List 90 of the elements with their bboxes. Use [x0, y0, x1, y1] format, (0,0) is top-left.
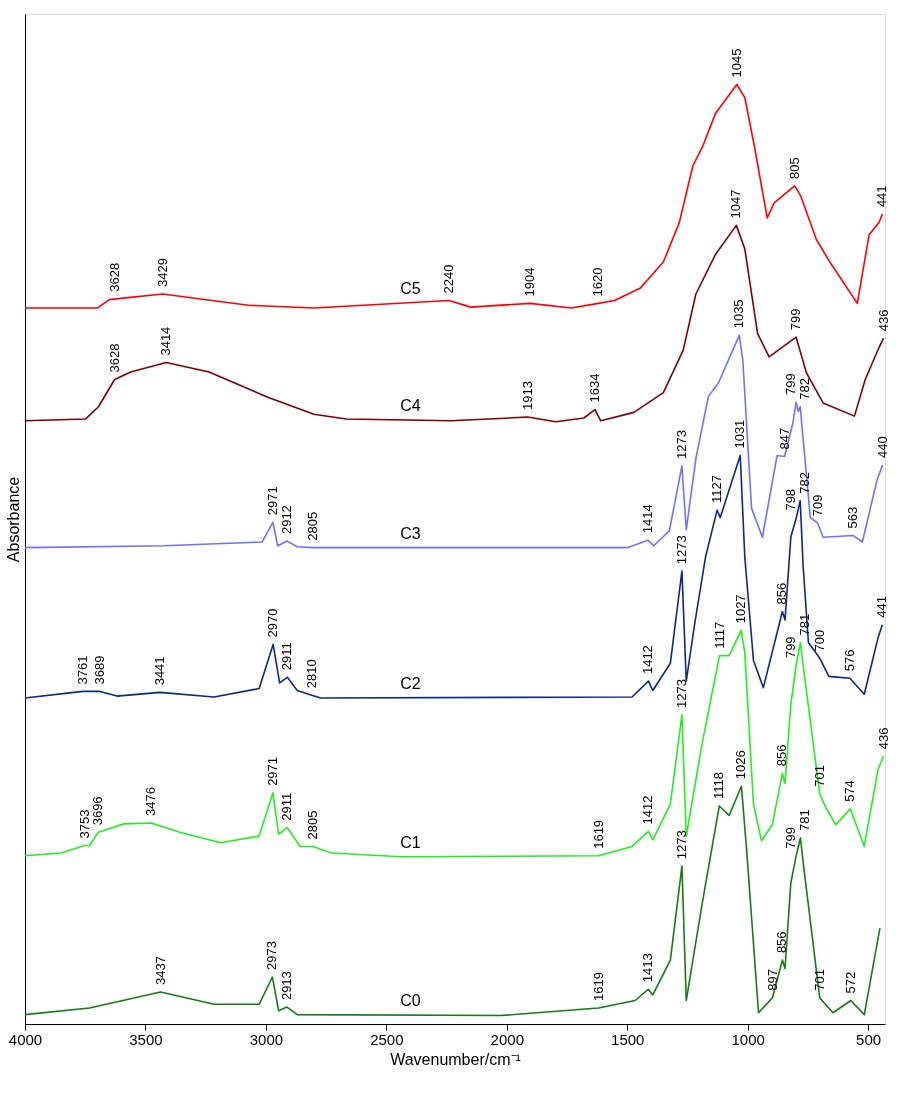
- x-tick-label: 500: [856, 1030, 882, 1048]
- annotation: 2913: [278, 971, 294, 1001]
- annotation: 799: [783, 373, 799, 396]
- annotation: 3437: [152, 956, 168, 986]
- annotation: 3628: [106, 262, 122, 292]
- series-label: C3: [400, 524, 421, 542]
- annotation: 3414: [158, 326, 174, 356]
- annotation: 441: [874, 595, 890, 618]
- annotation: 798: [783, 488, 799, 511]
- annotation: 781: [797, 809, 813, 831]
- annotation: 563: [844, 506, 860, 529]
- annotation: 1026: [733, 750, 749, 780]
- annotation: 781: [797, 613, 813, 636]
- annotation: 436: [875, 727, 891, 750]
- annotation: 2973: [264, 941, 280, 971]
- annotation: 1273: [673, 830, 689, 860]
- x-axis-title: Wavenumber/cm⁻¹: [390, 1050, 521, 1068]
- annotation: 1031: [732, 419, 748, 449]
- series-label: C5: [400, 279, 421, 297]
- annotation: 3761: [74, 655, 90, 685]
- annotation: 1047: [728, 189, 744, 219]
- annotation: 2912: [279, 505, 295, 535]
- annotation: 2911: [279, 792, 295, 821]
- annotation: 3753: [76, 809, 92, 839]
- annotation: 2810: [303, 659, 319, 689]
- annotation: 1620: [590, 267, 606, 297]
- x-tick-label: 3500: [129, 1030, 163, 1048]
- annotation: 897: [764, 968, 780, 991]
- annotation: 2971: [264, 756, 280, 786]
- annotation: 1035: [731, 299, 747, 329]
- annotation: 441: [874, 185, 890, 208]
- annotation: 856: [774, 582, 790, 605]
- annotation: 1118: [711, 772, 727, 800]
- annotation: 799: [783, 636, 799, 659]
- annotation: 2970: [265, 608, 281, 638]
- annotation: 440: [874, 436, 890, 458]
- annotation: 856: [774, 744, 790, 767]
- annotation: 3441: [151, 656, 167, 686]
- annotation: 700: [811, 629, 827, 652]
- series-label: C4: [400, 397, 421, 415]
- x-tick-label: 1000: [731, 1030, 765, 1048]
- annotation: 572: [842, 971, 858, 994]
- x-tick-label: 4000: [8, 1030, 43, 1048]
- series-label: C0: [400, 992, 421, 1010]
- x-tick-label: 3000: [249, 1030, 284, 1048]
- x-tick-label: 2500: [370, 1030, 404, 1048]
- annotation: 436: [875, 309, 891, 332]
- annotation: 782: [797, 378, 813, 400]
- annotation: 847: [776, 427, 792, 450]
- x-tick-label: 2000: [490, 1030, 524, 1048]
- annotation: 1412: [640, 795, 656, 825]
- annotation: 1413: [640, 953, 656, 983]
- annotation: 1634: [586, 373, 602, 403]
- annotation: 2805: [304, 810, 320, 840]
- annotation: 799: [783, 827, 799, 849]
- annotation: 856: [774, 931, 790, 954]
- annotation: 709: [809, 494, 825, 517]
- y-axis-title: Absorbance: [4, 476, 22, 563]
- annotation: 1045: [728, 48, 744, 78]
- annotation: 1273: [673, 678, 689, 708]
- series-label: C2: [400, 674, 421, 692]
- annotation: 2971: [264, 486, 280, 516]
- annotation: 2240: [440, 264, 456, 294]
- annotation: 3689: [91, 655, 107, 685]
- annotation: 1904: [521, 267, 537, 297]
- annotation: 1619: [590, 819, 606, 849]
- annotation: 3696: [90, 796, 106, 826]
- annotation: 1913: [519, 381, 535, 411]
- annotation: 805: [786, 157, 802, 179]
- annotation: 701: [811, 765, 827, 787]
- annotation: 574: [842, 780, 858, 802]
- annotation: 1273: [673, 429, 689, 459]
- annotation: 799: [788, 308, 804, 331]
- annotation: 1273: [673, 535, 689, 565]
- annotation: 701: [811, 968, 827, 991]
- series-label: C1: [400, 833, 421, 851]
- annotation: 2805: [304, 511, 320, 541]
- annotation: 1414: [639, 504, 655, 534]
- annotation: 1619: [590, 972, 606, 1002]
- x-tick-label: 1500: [611, 1030, 645, 1048]
- annotation: 1412: [640, 645, 656, 675]
- annotation: 1117: [711, 621, 727, 649]
- annotation: 2911: [279, 642, 295, 671]
- annotation: 3628: [106, 343, 122, 373]
- annotation: 1027: [733, 594, 749, 624]
- annotation: 3476: [143, 787, 159, 816]
- annotation: 3429: [154, 258, 170, 287]
- annotation: 1127: [709, 475, 725, 504]
- annotation: 576: [841, 649, 857, 672]
- annotation: 782: [797, 471, 813, 494]
